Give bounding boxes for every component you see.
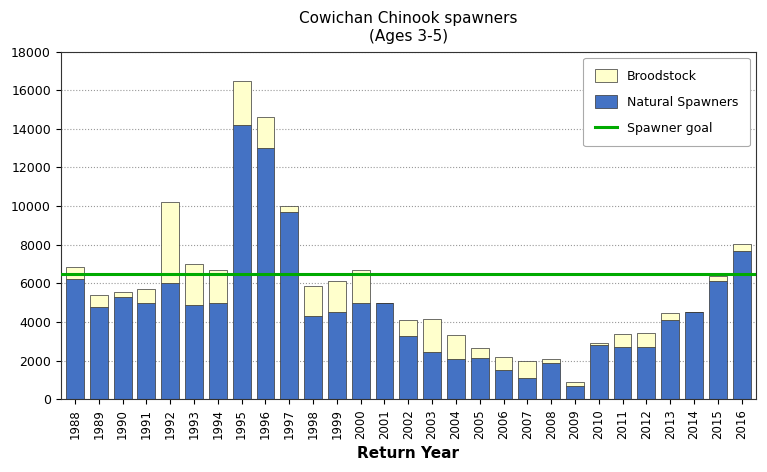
Bar [614, 334, 631, 347]
Bar [637, 347, 655, 399]
Bar [232, 81, 251, 125]
Bar [161, 202, 179, 283]
Bar [566, 382, 584, 386]
Bar [114, 297, 131, 399]
Bar [423, 352, 441, 399]
Bar [304, 316, 322, 399]
Spawner goal [94, 271, 104, 277]
Bar [352, 303, 370, 399]
Bar [185, 304, 203, 399]
Bar [304, 286, 322, 316]
Bar [661, 320, 679, 399]
Bar [614, 347, 631, 399]
Title: Cowichan Chinook spawners
(Ages 3-5): Cowichan Chinook spawners (Ages 3-5) [299, 11, 518, 43]
Bar [400, 337, 417, 399]
Bar [732, 251, 751, 399]
Bar [400, 320, 417, 337]
Bar [352, 270, 370, 303]
Bar [542, 362, 560, 399]
Bar [732, 244, 751, 251]
Bar [66, 279, 84, 399]
Bar [661, 313, 679, 320]
Bar [280, 206, 298, 212]
Bar [495, 357, 512, 370]
Bar [685, 312, 703, 399]
Bar [161, 283, 179, 399]
Bar [280, 212, 298, 399]
Bar [232, 125, 251, 399]
Spawner goal [71, 271, 80, 277]
Bar [137, 289, 156, 303]
Bar [566, 386, 584, 399]
Bar [518, 378, 536, 399]
Bar [66, 267, 84, 279]
Bar [637, 333, 655, 347]
Bar [423, 319, 441, 352]
Bar [209, 303, 227, 399]
X-axis label: Return Year: Return Year [357, 446, 459, 461]
Bar [256, 148, 275, 399]
Bar [185, 264, 203, 304]
Bar [518, 361, 536, 378]
Bar [256, 117, 275, 148]
Bar [328, 312, 346, 399]
Bar [542, 359, 560, 362]
Bar [590, 345, 607, 399]
Bar [495, 370, 512, 399]
Bar [471, 348, 489, 358]
Bar [471, 358, 489, 399]
Bar [90, 306, 107, 399]
Bar [90, 295, 107, 306]
Bar [328, 281, 346, 312]
Bar [114, 292, 131, 297]
Legend: Broodstock, Natural Spawners, Spawner goal: Broodstock, Natural Spawners, Spawner go… [583, 58, 749, 146]
Bar [209, 270, 227, 303]
Bar [376, 303, 393, 399]
Bar [137, 303, 156, 399]
Bar [709, 276, 726, 281]
Bar [709, 281, 726, 399]
Bar [590, 343, 607, 345]
Bar [447, 359, 465, 399]
Bar [447, 336, 465, 359]
